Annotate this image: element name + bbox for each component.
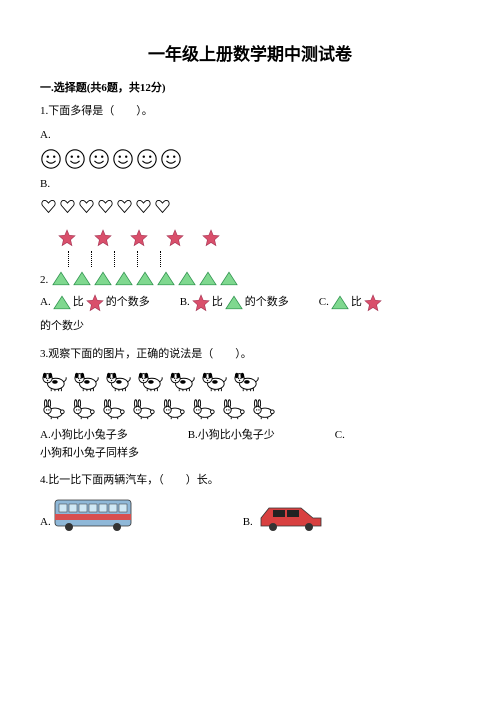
q2c-mid: 比 <box>351 294 362 312</box>
page-title: 一年级上册数学期中测试卷 <box>40 40 460 65</box>
q2-option-b: B. 比 的个数多 <box>180 294 289 312</box>
q1-option-a: A. <box>40 127 460 171</box>
q2-option-c: C. 比 <box>319 294 382 312</box>
star-icon <box>364 294 382 312</box>
bus-icon <box>53 496 133 532</box>
rabbit-row <box>40 397 460 421</box>
q2-number: 2. <box>40 272 48 290</box>
q2-options: A. 比 的个数多 B. 比 的个数多 C. 比 <box>40 294 460 312</box>
star-row <box>58 229 238 247</box>
q1-a-label: A. <box>40 129 51 141</box>
question-2: 2. A. 比 的个数多 B. 比 的个数多 C. 比 的个数少 <box>40 225 460 336</box>
q2c-suffix2: 的个数少 <box>40 318 460 336</box>
car-icon <box>255 502 327 532</box>
q4-text: 4.比一比下面两辆汽车，（ ）长。 <box>40 472 460 490</box>
q2c-prefix: C. <box>319 294 329 312</box>
q1-option-b: B. <box>40 176 460 215</box>
dog-row <box>40 369 460 393</box>
q3-option-c: C. <box>335 427 345 445</box>
triangle-icon <box>331 294 349 312</box>
star-icon <box>192 294 210 312</box>
q2a-suffix: 的个数多 <box>106 294 150 312</box>
star-icon <box>86 294 104 312</box>
q4a-label: A. <box>40 514 51 532</box>
q4-option-b: B. <box>243 502 327 532</box>
q2b-mid: 比 <box>212 294 223 312</box>
q4b-label: B. <box>243 514 253 532</box>
q2b-suffix: 的个数多 <box>245 294 289 312</box>
triangle-row <box>52 271 238 286</box>
triangle-icon <box>53 294 71 312</box>
dotted-lines <box>66 251 238 267</box>
q3-option-c-line2: 小狗和小兔子同样多 <box>40 445 460 463</box>
q3-text: 3.观察下面的图片，正确的说法是（ ）。 <box>40 346 460 364</box>
q4-option-a: A. <box>40 496 133 532</box>
q3-option-a: A.小狗比小兔子多 <box>40 427 128 445</box>
smiley-row <box>40 148 460 170</box>
section-header: 一.选择题(共6题，共12分) <box>40 79 460 95</box>
q1-text: 1.下面多得是（ ）。 <box>40 103 460 121</box>
q2a-prefix: A. <box>40 294 51 312</box>
triangle-icon <box>225 294 243 312</box>
heart-row <box>40 198 460 215</box>
question-4: 4.比一比下面两辆汽车，（ ）长。 A. B. <box>40 472 460 532</box>
q2a-mid: 比 <box>73 294 84 312</box>
q3-option-b: B.小狗比小兔子少 <box>188 427 275 445</box>
q2-option-a: A. 比 的个数多 <box>40 294 150 312</box>
question-3: 3.观察下面的图片，正确的说法是（ ）。 A.小狗比小兔子多 B.小狗比小兔子少… <box>40 346 460 463</box>
q2b-prefix: B. <box>180 294 190 312</box>
q1-b-label: B. <box>40 178 50 190</box>
question-1: 1.下面多得是（ ）。 A. B. <box>40 103 460 215</box>
